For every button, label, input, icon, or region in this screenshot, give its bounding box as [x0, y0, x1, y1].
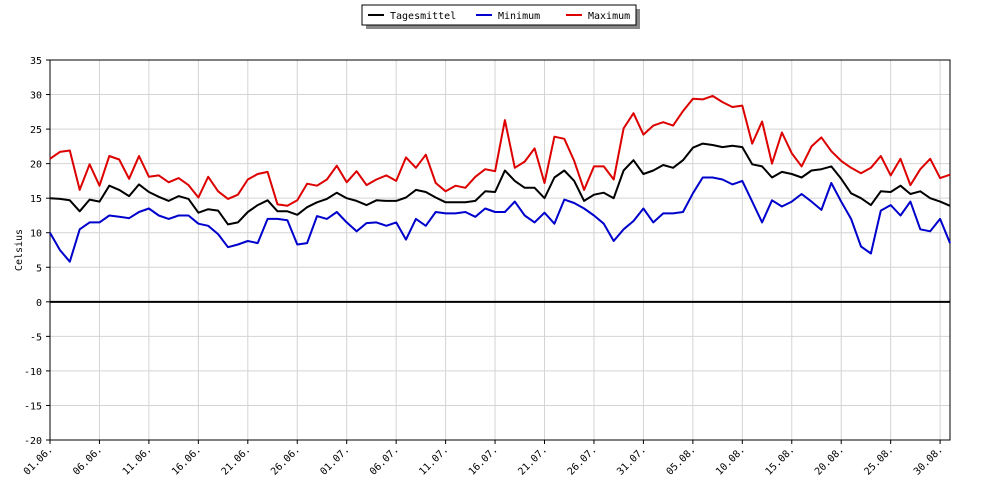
- x-tick-label: 15.08.: [764, 444, 797, 477]
- x-tick-label: 01.07.: [319, 444, 352, 477]
- series-line-maximum: [49, 94, 951, 207]
- y-tick-label: 0: [36, 298, 42, 309]
- x-tick-label: 05.08.: [665, 444, 698, 477]
- y-tick-label: 30: [30, 91, 42, 102]
- y-tick-label: -5: [30, 332, 42, 343]
- y-tick-label: -20: [24, 436, 42, 447]
- y-axis-label: Celsius: [14, 229, 25, 271]
- grid: [50, 60, 950, 440]
- x-tick-label: 11.06.: [121, 444, 154, 477]
- y-tick-label: 15: [30, 194, 42, 205]
- x-tick-label: 11.07.: [417, 444, 450, 477]
- series-line-minimum: [49, 176, 951, 263]
- y-axis-ticks: -20 -15 -10 -5 0 5 10 15 20 25 30 35: [24, 56, 50, 447]
- y-tick-label: 35: [30, 56, 42, 67]
- legend: Tagesmittel Minimum Maximum: [368, 11, 630, 22]
- x-tick-label: 16.06.: [170, 444, 203, 477]
- legend-label-minimum: Minimum: [498, 11, 540, 22]
- x-tick-label: 26.06.: [269, 444, 302, 477]
- y-tick-label: -15: [24, 401, 42, 412]
- y-tick-label: -10: [24, 367, 42, 378]
- x-tick-label: 16.07.: [467, 444, 500, 477]
- x-tick-label: 06.07.: [368, 444, 401, 477]
- x-tick-label: 21.07.: [516, 444, 549, 477]
- legend-label-maximum: Maximum: [588, 11, 630, 22]
- y-tick-label: 10: [30, 229, 42, 240]
- x-tick-label: 25.08.: [862, 444, 895, 477]
- x-tick-label: 20.08.: [813, 444, 846, 477]
- x-tick-label: 31.07.: [615, 444, 648, 477]
- plot-frame: [49, 59, 951, 441]
- x-axis-ticks: 01.06. 06.06. 11.06. 16.06. 21.06. 26.06. 01.0…: [22, 440, 945, 478]
- y-tick-label: 25: [30, 125, 42, 136]
- series-line-tagesmittel: [49, 142, 951, 226]
- x-tick-label: 01.06.: [22, 444, 55, 477]
- legend-box: [361, 4, 637, 26]
- series-lines: [49, 94, 951, 263]
- y-tick-label: 20: [30, 160, 42, 171]
- x-tick-label: 06.06.: [71, 444, 104, 477]
- y-tick-label: 5: [36, 263, 42, 274]
- legend-label-tagesmittel: Tagesmittel: [390, 11, 456, 22]
- x-tick-label: 30.08.: [912, 444, 945, 477]
- x-tick-label: 10.08.: [714, 444, 747, 477]
- x-tick-label: 21.06.: [220, 444, 253, 477]
- x-tick-label: 26.07.: [566, 444, 599, 477]
